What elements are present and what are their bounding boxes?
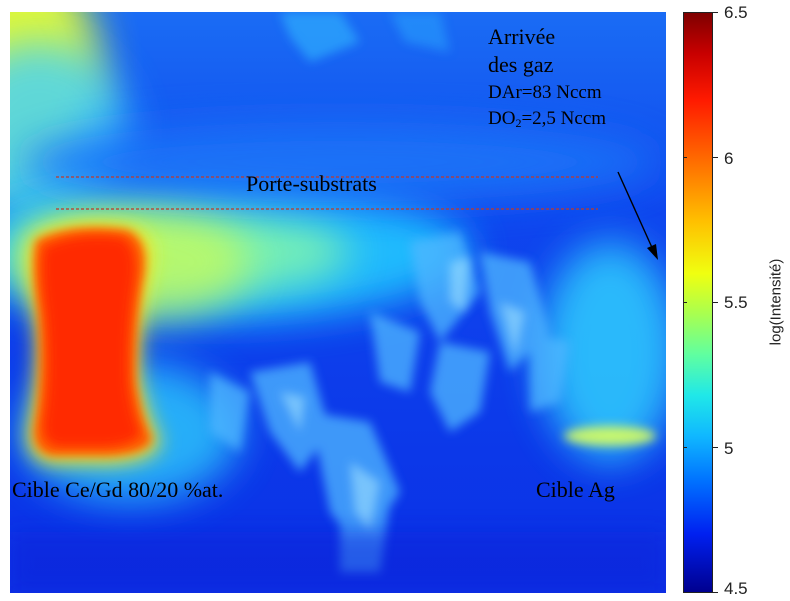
colorbar-tick-label: 5: [724, 439, 734, 458]
gas-inlet-label-2: des gaz: [488, 52, 554, 77]
gas-arrow-line: [617, 171, 655, 253]
plasma-image-svg: [10, 12, 666, 593]
colorbar-tick: [713, 447, 718, 448]
colorbar-tick-left: [683, 447, 687, 448]
do2-prefix: DO: [488, 108, 516, 129]
colorbar-tick-label: 4.5: [724, 579, 748, 598]
colorbar: [683, 12, 713, 593]
colorbar-title: log(Intensité): [767, 258, 785, 346]
do2-suffix: =2,5 Nccm: [521, 108, 607, 129]
target-ag-label: Cible Ag: [536, 477, 615, 502]
substrate-holder-label: Porte-substrats: [246, 171, 377, 196]
gas-inlet-label: Arrivée: [488, 24, 556, 49]
plasma-image: [10, 12, 666, 593]
do2-subscript: 2: [515, 116, 522, 130]
gas-arrow-head: [647, 244, 658, 260]
dar-flow-label: DAr=83 Nccm: [488, 82, 602, 103]
colorbar-tick: [713, 302, 718, 303]
colorbar-tick-left: [683, 302, 687, 303]
target-ce-gd-label: Cible Ce/Gd 80/20 %at.: [12, 477, 224, 502]
colorbar-tick-left: [683, 157, 687, 158]
colorbar-tick: [713, 592, 718, 593]
colorbar-tick-label: 6.5: [724, 3, 748, 22]
colorbar-tick: [713, 12, 718, 13]
colorbar-tick-label: 5.5: [724, 293, 748, 312]
do2-flow-label: DO2=2,5 Nccm: [488, 106, 606, 136]
colorbar-tick: [713, 157, 718, 158]
colorbar-tick-label: 6: [724, 149, 734, 168]
